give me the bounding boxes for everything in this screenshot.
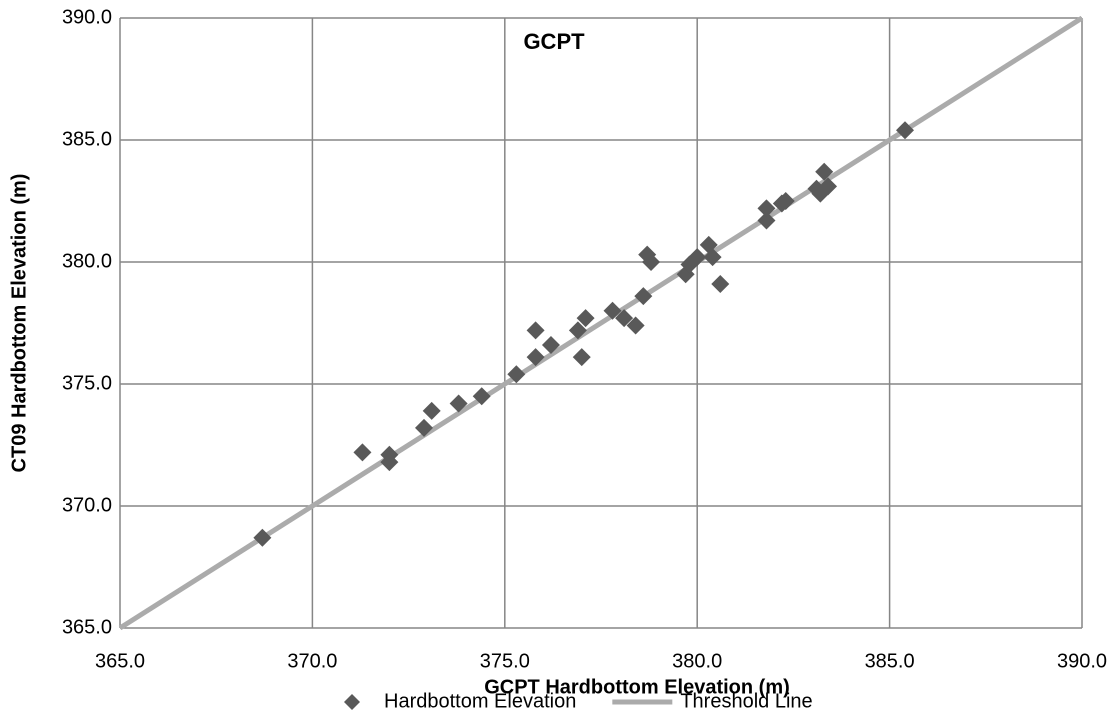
y-tick-label: 365.0 (62, 616, 112, 638)
y-tick-label: 370.0 (62, 494, 112, 516)
data-point (414, 418, 433, 437)
data-point (819, 177, 838, 196)
data-point (757, 211, 776, 230)
legend-label: Hardbottom Elevation (384, 690, 576, 712)
x-tick-label: 385.0 (865, 650, 915, 672)
x-tick-label: 375.0 (480, 650, 530, 672)
y-tick-label: 375.0 (62, 372, 112, 394)
data-point (603, 301, 622, 320)
data-point (253, 528, 272, 547)
data-point (380, 453, 399, 472)
data-point (688, 248, 707, 267)
data-point (634, 287, 653, 306)
data-point (895, 121, 914, 140)
data-point (541, 335, 560, 354)
y-tick-label: 390.0 (62, 6, 112, 28)
data-point (572, 348, 591, 367)
data-point (815, 162, 834, 181)
data-point (507, 365, 526, 384)
data-point (626, 316, 645, 335)
y-axis-title: CT09 Hardbottom Elevation (m) (8, 174, 30, 473)
x-axis-title: GCPT Hardbottom Elevation (m) (484, 676, 790, 698)
data-point (526, 321, 545, 340)
data-point (526, 348, 545, 367)
y-tick-label: 380.0 (62, 250, 112, 272)
data-point (568, 321, 587, 340)
data-point (776, 192, 795, 210)
data-point (711, 274, 730, 293)
x-tick-label: 365.0 (95, 650, 145, 672)
data-point (757, 199, 776, 218)
chart-title: GCPT (523, 29, 585, 54)
x-tick-label: 380.0 (672, 650, 722, 672)
data-point (353, 443, 372, 462)
data-point (576, 309, 595, 328)
data-point (449, 394, 468, 413)
data-point (703, 248, 722, 267)
data-point (615, 309, 634, 328)
data-point (422, 401, 441, 420)
y-tick-label: 385.0 (62, 128, 112, 150)
legend-label: Threshold Line (680, 690, 812, 712)
data-point (642, 253, 661, 271)
data-point (472, 387, 491, 406)
x-tick-label: 370.0 (287, 650, 337, 672)
x-tick-label: 390.0 (1057, 650, 1107, 672)
legend-marker (344, 694, 360, 710)
threshold-line (118, 15, 1084, 631)
